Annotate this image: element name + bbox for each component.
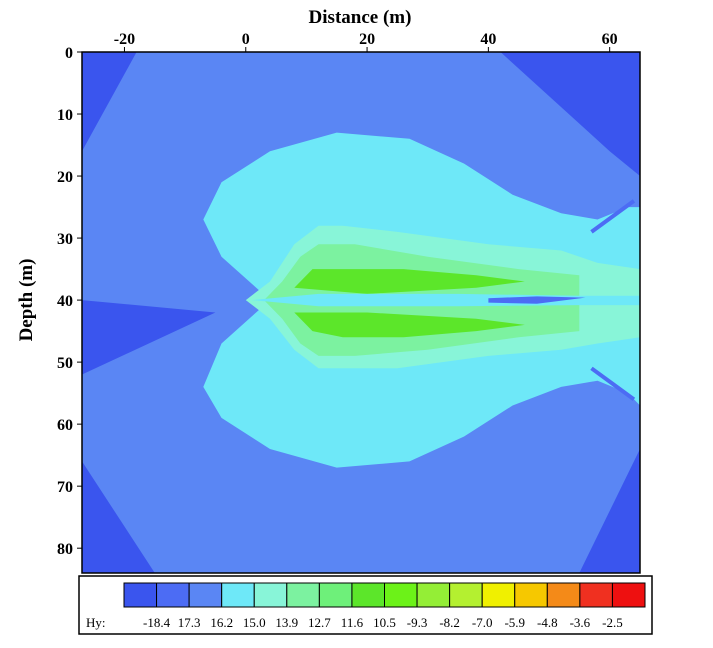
x-tick-label: 20: [359, 31, 375, 48]
legend-variable-label: Hy:: [86, 615, 106, 630]
colorbar-legend: Hy: -18.4 17.3 16.2 15.0 13.9 12.7 11.6 10.5 -9.…: [78, 575, 653, 635]
legend-swatch: [318, 582, 353, 608]
legend-swatch: [221, 582, 255, 608]
y-tick-label: 70: [57, 479, 73, 496]
y-tick-label: 60: [57, 417, 73, 434]
y-axis-title: Depth (m): [16, 259, 37, 342]
legend-level-label: -18.4: [143, 615, 171, 630]
legend-level-label: 11.6: [341, 615, 364, 630]
x-axis-title: Distance (m): [309, 7, 412, 28]
y-tick-label: 0: [65, 45, 73, 62]
legend-swatch: [156, 582, 190, 608]
legend-level-label: -5.9: [504, 615, 525, 630]
legend-level-label: 12.7: [308, 615, 331, 630]
legend-swatch: [416, 582, 451, 608]
legend-swatch: [351, 582, 386, 608]
y-axis-ticks: 0 10 20 30 40 50 60 70 80: [57, 45, 82, 558]
legend-level-label: -4.8: [537, 615, 558, 630]
legend-level-label: 17.3: [178, 615, 201, 630]
legend-level-label: 13.9: [275, 615, 298, 630]
legend-level-label: 10.5: [373, 615, 396, 630]
legend-swatch: [286, 582, 320, 608]
legend-level-label: -9.3: [407, 615, 428, 630]
legend-level-label: -3.6: [570, 615, 591, 630]
contour-edge-streak-lower: [590, 366, 636, 401]
x-tick-label: -20: [114, 31, 135, 48]
plot-frame: [81, 51, 641, 574]
y-tick-label: 20: [57, 169, 73, 186]
x-axis-ticks: -20 0 20 40 60: [114, 31, 618, 52]
y-tick-label: 80: [57, 541, 73, 558]
legend-swatch: [384, 582, 418, 608]
y-tick-label: 50: [57, 355, 73, 372]
legend-swatch: [253, 582, 288, 608]
legend-level-label: -2.5: [602, 615, 623, 630]
legend-swatch: [188, 582, 223, 608]
contour-field: [82, 52, 640, 573]
legend-swatch: [123, 582, 158, 608]
legend-level-label: 16.2: [210, 615, 233, 630]
legend-level-label: 15.0: [243, 615, 266, 630]
legend-swatch: [546, 582, 581, 608]
legend-level-label: -8.2: [439, 615, 460, 630]
legend-swatch: [514, 582, 548, 608]
contour-core-upper: [294, 269, 525, 294]
contour-edge-streak-upper: [590, 199, 636, 234]
x-tick-label: 60: [602, 31, 618, 48]
x-tick-label: 0: [242, 31, 250, 48]
legend-swatch: [449, 582, 483, 608]
contour-center-streak: [488, 296, 586, 304]
y-tick-label: 10: [57, 107, 73, 124]
y-tick-label: 40: [57, 293, 73, 310]
legend-swatch: [579, 582, 613, 608]
legend-swatch: [611, 582, 646, 608]
legend-swatch: [481, 582, 516, 608]
contour-core-lower: [294, 312, 525, 338]
legend-level-label: -7.0: [472, 615, 493, 630]
y-tick-label: 30: [57, 231, 73, 248]
x-tick-label: 40: [480, 31, 496, 48]
